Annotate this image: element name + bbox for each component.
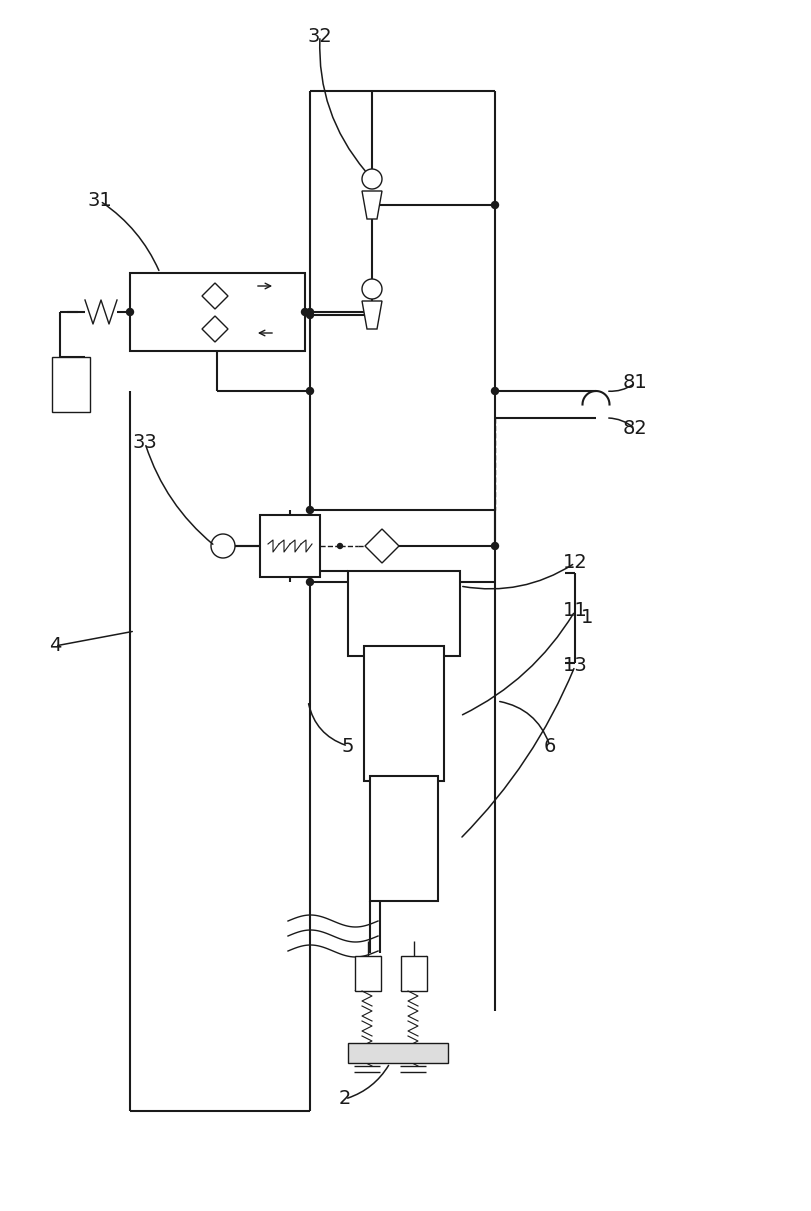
Circle shape (306, 309, 313, 316)
Text: 82: 82 (622, 419, 646, 438)
Bar (348, 572, 460, 656)
Text: 31: 31 (88, 191, 112, 211)
Circle shape (301, 309, 308, 316)
Text: 33: 33 (132, 434, 157, 453)
Text: 1: 1 (580, 608, 593, 627)
Circle shape (306, 579, 313, 585)
Bar (52, 357, 90, 412)
Circle shape (362, 279, 381, 299)
Bar (348, 1043, 448, 1063)
Bar (363, 645, 444, 781)
Polygon shape (202, 316, 228, 342)
Circle shape (306, 388, 313, 395)
Text: 2: 2 (338, 1090, 350, 1108)
Polygon shape (362, 302, 381, 329)
Text: 32: 32 (307, 27, 332, 46)
Polygon shape (202, 283, 228, 309)
Circle shape (306, 311, 313, 318)
Text: 11: 11 (562, 602, 586, 620)
Bar (354, 955, 380, 991)
Circle shape (337, 544, 342, 549)
Bar (130, 272, 305, 351)
Circle shape (306, 506, 313, 513)
Circle shape (491, 201, 498, 208)
Circle shape (127, 309, 133, 316)
Circle shape (211, 534, 234, 558)
Polygon shape (365, 529, 398, 563)
Text: 13: 13 (562, 656, 586, 676)
Circle shape (362, 170, 381, 189)
Text: 81: 81 (622, 373, 646, 392)
Text: 12: 12 (562, 553, 586, 573)
Circle shape (491, 388, 498, 395)
Text: 6: 6 (543, 736, 556, 756)
Polygon shape (362, 191, 381, 219)
Text: 5: 5 (341, 736, 354, 756)
Bar (370, 776, 437, 901)
Circle shape (491, 543, 498, 550)
Bar (260, 515, 320, 576)
Text: 4: 4 (49, 637, 61, 655)
Bar (401, 955, 427, 991)
